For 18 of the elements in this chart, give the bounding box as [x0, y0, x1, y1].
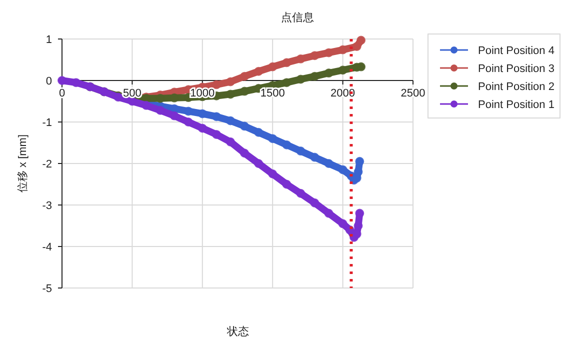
legend-label: Point Position 4 [478, 45, 554, 57]
legend-label: Point Position 3 [478, 63, 554, 75]
y-tick-label: -4 [42, 242, 52, 254]
y-tick-label: -5 [42, 283, 52, 295]
chart-title: 点信息 [281, 11, 314, 24]
x-tick-label: 2500 [400, 88, 426, 100]
x-axis-title: 状态 [226, 325, 249, 338]
y-tick-label: -3 [42, 200, 52, 212]
y-axis-title: 位移 x [mm] [17, 134, 29, 193]
x-tick-label: 2000 [330, 88, 356, 100]
y-tick-label: -2 [42, 158, 52, 170]
y-tick-label: -1 [42, 117, 52, 129]
x-tick-label: 500 [123, 88, 142, 100]
x-tick-label: 1500 [260, 88, 285, 100]
y-tick-label: 1 [46, 34, 52, 46]
legend-label: Point Position 2 [478, 81, 554, 93]
y-tick-label: 0 [46, 76, 52, 88]
legend-label: Point Position 1 [478, 99, 554, 111]
